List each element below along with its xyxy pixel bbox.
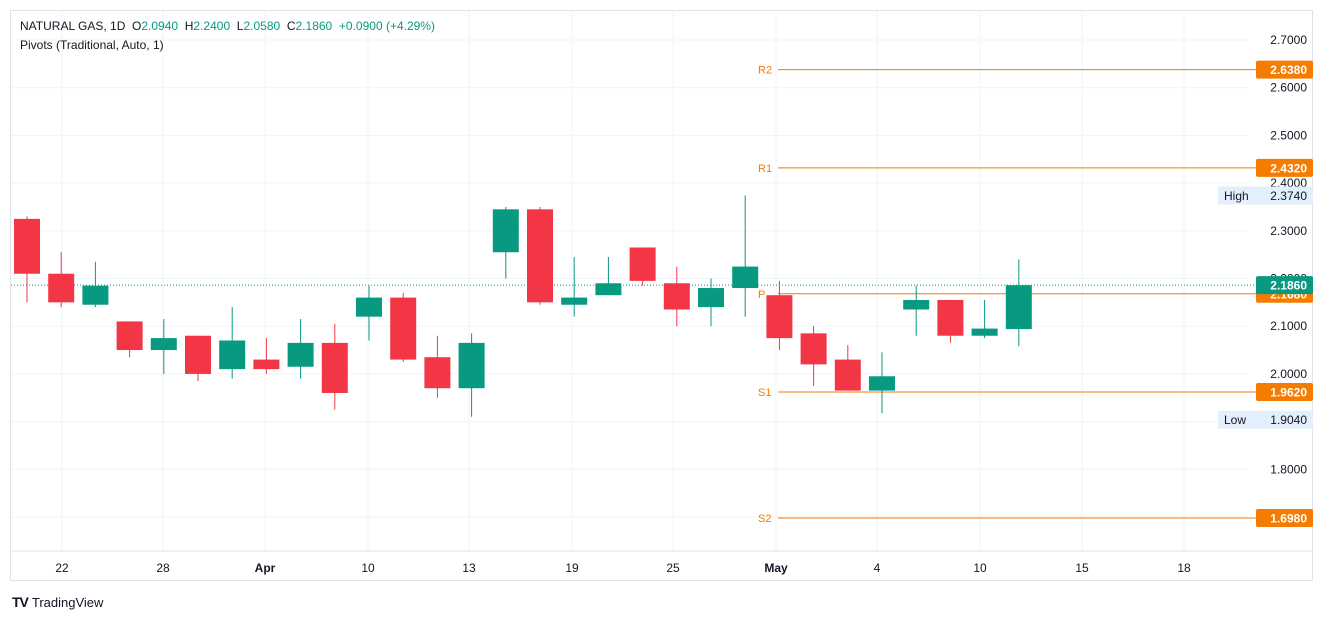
x-tick-label: 13 [462, 561, 476, 575]
tradingview-brand[interactable]: TV TradingView [12, 594, 103, 610]
x-tick-label: 15 [1075, 561, 1089, 575]
low-marker-value: 1.9040 [1270, 413, 1307, 427]
pivot-label: P [758, 289, 765, 301]
candle-body [82, 285, 109, 305]
low-marker-label: Low [1224, 413, 1246, 427]
pivot-price-text: 1.9620 [1270, 386, 1307, 400]
candle-body [492, 209, 519, 253]
candle-body [527, 209, 553, 303]
candle-body [424, 357, 451, 389]
candle-body [595, 283, 622, 296]
y-tick-label: 2.7000 [1270, 33, 1307, 47]
last-price-text: 2.1860 [1270, 279, 1307, 293]
legend-low: 2.0580 [243, 19, 281, 33]
x-tick-label: 10 [973, 561, 987, 575]
pivot-price-tag [1256, 158, 1313, 177]
grid-layer [11, 11, 1248, 551]
pivot-label: S2 [758, 513, 771, 525]
y-tick-label: 2.6000 [1270, 81, 1307, 95]
tradingview-logo-icon: TV [12, 594, 29, 610]
candle-body [732, 266, 759, 289]
candle-body [834, 359, 861, 391]
pivot-price-text: 1.6980 [1270, 511, 1307, 525]
candle-body [116, 321, 143, 351]
legend-open: 2.0940 [141, 19, 179, 33]
pivot-price-tag [1256, 508, 1313, 527]
candle-body [219, 340, 246, 370]
pivot-label: S1 [758, 387, 771, 399]
candle-layer [14, 195, 1032, 417]
candle-body [869, 376, 895, 391]
candle-body [629, 247, 656, 281]
candle-body [698, 288, 724, 308]
candle-body [800, 333, 827, 365]
y-tick-label: 2.3000 [1270, 224, 1307, 238]
legend-close-label: C [286, 19, 296, 33]
high-marker-bg [1218, 186, 1313, 205]
pivot-price-text: 2.6380 [1270, 63, 1307, 77]
high-marker-value: 2.3740 [1270, 189, 1307, 203]
x-tick-label: 18 [1177, 561, 1191, 575]
x-tick-label: 22 [55, 561, 69, 575]
candle-body [971, 328, 998, 336]
pivot-price-tag [1256, 60, 1313, 79]
candle-body [937, 299, 964, 336]
y-tick-label: 2.5000 [1270, 128, 1307, 142]
low-marker-bg [1218, 410, 1313, 429]
x-tick-label: 4 [874, 561, 881, 575]
x-tick-label: Apr [255, 561, 276, 575]
axis-layer: 2.70002.60002.50002.40002.30002.20002.10… [11, 33, 1312, 575]
pivot-layer: R2 R1 P S1 S2 [11, 65, 1258, 525]
pivot-price-tag [1256, 383, 1313, 402]
candle-body [14, 218, 40, 274]
candle-body [150, 338, 177, 351]
ohlc-legend: NATURAL GAS, 1D O2.0940 H2.2400 L2.0580 … [20, 19, 435, 33]
x-tick-label: May [764, 561, 788, 575]
candle-body [321, 342, 348, 393]
y-tick-label: 2.1000 [1270, 319, 1307, 333]
label-layer: 2.63802.43202.16801.96201.69802.1860High… [1218, 60, 1313, 527]
candle-body [458, 342, 485, 389]
candle-body [903, 299, 930, 310]
candle-body [48, 273, 75, 303]
candle-body [287, 342, 314, 367]
candle-body [356, 297, 382, 317]
legend-high: 2.2400 [193, 19, 231, 33]
indicator-legend[interactable]: Pivots (Traditional, Auto, 1) [20, 38, 164, 52]
legend-open-label: O [132, 19, 142, 33]
candle-body [185, 335, 211, 374]
candle-body [390, 297, 417, 360]
legend-symbol: NATURAL GAS, 1D [20, 19, 126, 33]
high-marker-label: High [1224, 189, 1249, 203]
last-price-tag [1256, 276, 1313, 295]
brand-name: TradingView [31, 594, 104, 610]
pivot-label: R2 [758, 65, 772, 77]
x-tick-label: 25 [666, 561, 680, 575]
y-tick-label: 2.0000 [1270, 367, 1307, 381]
candle-body [766, 295, 793, 339]
x-tick-label: 10 [361, 561, 375, 575]
pivot-label: R1 [758, 163, 772, 175]
legend-high-label: H [184, 19, 194, 33]
x-tick-label: 19 [565, 561, 579, 575]
candle-body [561, 297, 588, 305]
x-tick-label: 28 [156, 561, 170, 575]
legend-close: 2.1860 [295, 19, 333, 33]
y-tick-label: 1.8000 [1270, 462, 1307, 476]
pivot-price-text: 2.4320 [1270, 161, 1307, 175]
legend-low-label: L [236, 19, 244, 33]
candle-body [1005, 285, 1032, 330]
candle-body [253, 359, 280, 370]
candle-body [663, 283, 690, 310]
legend-change: +0.0900 (+4.29%) [338, 19, 435, 33]
